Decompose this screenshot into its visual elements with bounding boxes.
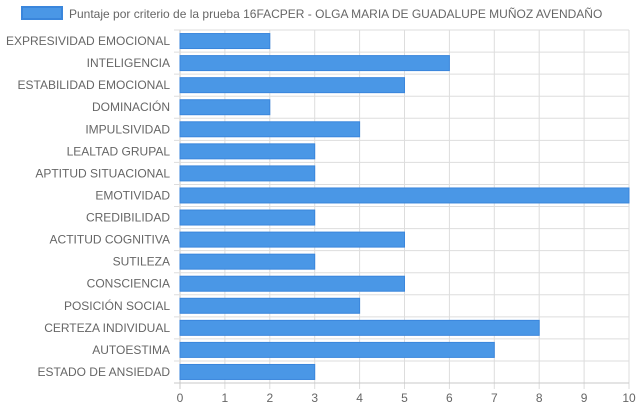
bars [179,33,630,380]
category-label: CERTEZA INDIVIDUAL [44,321,170,335]
bar[interactable] [179,209,316,226]
bar[interactable] [179,143,316,160]
x-tick-label: 9 [581,391,588,405]
category-label: IMPULSIVIDAD [85,122,170,136]
bar[interactable] [179,319,540,336]
x-tick-label: 7 [491,391,498,405]
category-label: LEALTAD GRUPAL [67,144,171,158]
bar[interactable] [179,121,361,138]
x-tick-label: 5 [401,391,408,405]
bar[interactable] [179,33,271,50]
bar[interactable] [179,297,361,314]
category-label: EMOTIVIDAD [95,188,170,202]
category-label: CONSCIENCIA [87,277,170,291]
category-label: ESTADO DE ANSIEDAD [38,365,171,379]
bar[interactable] [179,253,316,270]
bar[interactable] [179,275,405,292]
category-label: APTITUD SITUACIONAL [35,166,170,180]
legend[interactable]: Puntaje por criterio de la prueba 16FACP… [21,6,602,21]
x-tick-label: 8 [536,391,543,405]
bar[interactable] [179,55,450,72]
bar[interactable] [179,363,316,380]
x-tick-label: 1 [222,391,229,405]
x-tick-label: 3 [311,391,318,405]
legend-swatch [21,6,63,20]
category-label: ACTITUD COGNITIVA [50,233,170,247]
x-tick-label: 2 [266,391,273,405]
category-label: POSICIÓN SOCIAL [64,298,170,313]
category-label: ESTABILIDAD EMOCIONAL [18,78,171,92]
category-labels: EXPRESIVIDAD EMOCIONAL INTELIGENCIA ESTABI… [6,34,170,379]
x-tick-label: 6 [446,391,453,405]
legend-label: Puntaje por criterio de la prueba 16FACP… [69,7,602,21]
bar[interactable] [179,341,495,358]
bar[interactable] [179,187,630,204]
category-label: EXPRESIVIDAD EMOCIONAL [6,34,170,48]
category-label: CREDIBILIDAD [86,211,170,225]
x-tick-label: 10 [622,391,636,405]
x-tick-label: 4 [356,391,363,405]
category-label: DOMINACIÓN [92,99,170,114]
category-label: INTELIGENCIA [87,56,170,70]
bar[interactable] [179,99,271,116]
bar[interactable] [179,165,316,182]
category-label: SUTILEZA [113,255,170,269]
category-label: AUTOESTIMA [92,343,170,357]
x-axis-ticks: 0 1 2 3 4 5 6 7 8 9 10 [177,391,636,405]
bar[interactable] [179,77,405,94]
bar[interactable] [179,231,405,248]
x-tick-label: 0 [177,391,184,405]
